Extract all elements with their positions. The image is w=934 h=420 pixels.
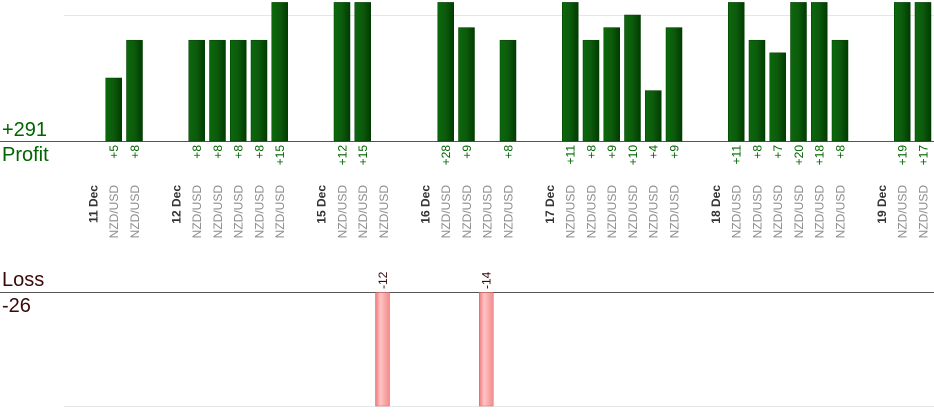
profit-bar xyxy=(582,39,600,142)
pair-label: NZD/USD xyxy=(750,185,764,239)
pair-label: NZD/USD xyxy=(252,185,266,239)
date-label: 18 Dec xyxy=(709,185,723,224)
bar-labels: 11 Dec NZD/USD +5 NZD/USD +8 12 Dec NZD/USD +8 N… xyxy=(86,145,930,289)
profit-bar xyxy=(230,39,247,142)
pair-label: NZD/USD xyxy=(211,185,225,239)
profit-bar xyxy=(894,2,911,142)
date-label: 16 Dec xyxy=(418,185,432,224)
pair-label: NZD/USD xyxy=(771,185,785,239)
profit-bar xyxy=(105,77,122,142)
date-label: 15 Dec xyxy=(315,185,329,224)
profit-value-label: +7 xyxy=(771,145,785,159)
pair-label: NZD/USD xyxy=(356,185,370,239)
date-label: 17 Dec xyxy=(543,185,557,224)
profit-value-label: +15 xyxy=(356,145,370,166)
profit-value-label: +5 xyxy=(107,145,121,159)
profit-value-label: +28 xyxy=(439,145,453,166)
pair-label: NZD/USD xyxy=(190,185,204,239)
profit-bar xyxy=(126,39,143,142)
loss-bar xyxy=(375,292,390,407)
profit-value-label: +8 xyxy=(750,145,764,159)
pair-label: NZD/USD xyxy=(377,185,391,239)
date-label: 12 Dec xyxy=(169,185,183,224)
pair-label: NZD/USD xyxy=(833,185,847,239)
profit-bar xyxy=(271,2,288,142)
profit-bar xyxy=(354,2,371,142)
profit-bar xyxy=(250,39,268,142)
profit-value-label: +8 xyxy=(211,145,225,159)
profit-bar xyxy=(728,2,745,142)
profit-value-label: +8 xyxy=(232,145,246,159)
profit-total: +291 xyxy=(2,119,48,141)
pair-label: NZD/USD xyxy=(501,185,515,239)
profit-value-label: +8 xyxy=(252,145,266,159)
pair-label: NZD/USD xyxy=(460,185,474,239)
profit-bar xyxy=(562,2,579,142)
profit-bar xyxy=(831,39,849,142)
profit-bar xyxy=(748,39,766,142)
pair-label: NZD/USD xyxy=(439,185,453,239)
pair-label: NZD/USD xyxy=(481,185,495,239)
profit-label: Profit xyxy=(2,144,49,166)
pair-label: NZD/USD xyxy=(273,185,287,239)
pair-label: NZD/USD xyxy=(107,185,121,239)
profit-bar xyxy=(209,39,226,142)
profit-bar xyxy=(188,39,205,142)
profit-value-label: +9 xyxy=(605,145,619,159)
profit-value-label: +8 xyxy=(833,145,847,159)
profit-value-label: +17 xyxy=(916,145,930,166)
profit-bar xyxy=(769,52,786,142)
profit-bar xyxy=(665,27,683,142)
grid-lines xyxy=(0,15,934,407)
profit-bar xyxy=(645,90,662,142)
profit-value-label: +8 xyxy=(190,145,204,159)
profit-value-label: +12 xyxy=(335,145,349,166)
pair-label: NZD/USD xyxy=(916,185,930,239)
pair-label: NZD/USD xyxy=(128,185,142,239)
pair-label: NZD/USD xyxy=(647,185,661,239)
pair-label: NZD/USD xyxy=(813,185,827,239)
profit-value-label: +20 xyxy=(792,145,806,166)
date-label: 19 Dec xyxy=(875,185,889,224)
profit-value-label: +9 xyxy=(460,145,474,159)
loss-value-label: -14 xyxy=(480,271,494,289)
profit-value-label: +9 xyxy=(667,145,681,159)
pair-label: NZD/USD xyxy=(730,185,744,239)
profit-bar xyxy=(790,2,807,142)
pair-label: NZD/USD xyxy=(896,185,910,239)
profit-value-label: +18 xyxy=(813,145,827,166)
profit-value-label: +19 xyxy=(896,145,910,166)
pair-label: NZD/USD xyxy=(584,185,598,239)
profit-value-label: +11 xyxy=(730,145,744,165)
profit-value-label: +11 xyxy=(564,145,578,165)
loss-value-label: -12 xyxy=(376,271,390,289)
profit-value-label: +4 xyxy=(647,145,661,159)
pair-label: NZD/USD xyxy=(605,185,619,239)
pair-label: NZD/USD xyxy=(564,185,578,239)
profit-value-label: +8 xyxy=(501,145,515,159)
pair-label: NZD/USD xyxy=(232,185,246,239)
bars xyxy=(105,2,932,407)
profit-bar xyxy=(437,2,454,142)
profit-bar xyxy=(811,2,828,142)
profit-bar xyxy=(333,2,351,142)
loss-label: Loss xyxy=(2,269,45,291)
profit-value-label: +8 xyxy=(128,145,142,159)
loss-bar xyxy=(479,292,494,407)
loss-total: -26 xyxy=(2,295,31,317)
pair-label: NZD/USD xyxy=(667,185,681,239)
profit-value-label: +15 xyxy=(273,145,287,166)
profit-value-label: +8 xyxy=(584,145,598,159)
profit-bar xyxy=(624,14,641,142)
profit-bar xyxy=(603,27,620,142)
pair-label: NZD/USD xyxy=(792,185,806,239)
date-label: 11 Dec xyxy=(86,185,100,223)
pair-label: NZD/USD xyxy=(335,185,349,239)
profit-bar xyxy=(499,39,517,142)
pair-label: NZD/USD xyxy=(626,185,640,239)
profit-value-label: +10 xyxy=(626,145,640,166)
profit-bar xyxy=(914,2,932,142)
profit-bar xyxy=(458,27,475,142)
